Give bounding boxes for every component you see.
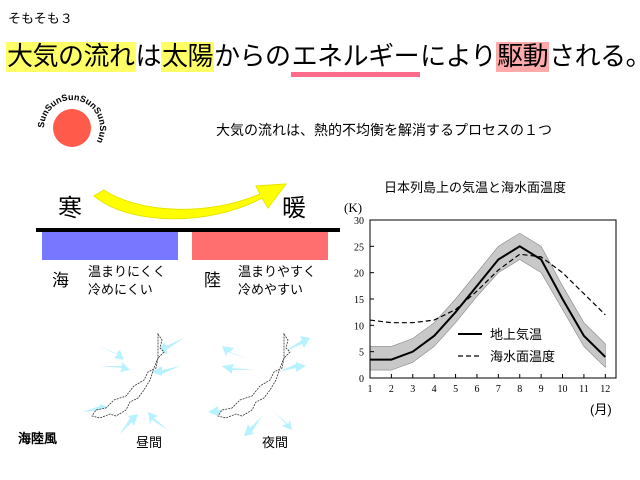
sea-desc-line1: 温まりにくく (88, 265, 166, 280)
x-tick-label: 1 (368, 384, 373, 395)
subtitle: 大気の流れは、熱的不均衡を解消するプロセスの１つ (216, 123, 552, 139)
title-part: により (420, 42, 497, 72)
x-tick-label: 10 (558, 384, 568, 395)
surface-line (36, 228, 340, 232)
map-day-sea-breeze (82, 332, 184, 434)
band-area (369, 232, 606, 371)
title-part-underlined: エネルギー (290, 42, 421, 77)
sea-bar (42, 232, 178, 260)
x-tick-label: 4 (432, 384, 437, 395)
x-tick-label: 12 (600, 384, 610, 395)
sea-label: 海 (52, 271, 69, 291)
y-axis-label: (K) (344, 200, 362, 215)
sun-icon: SunSunSunSunSunSun (36, 92, 108, 147)
x-tick-label: 2 (389, 384, 394, 395)
y-tick-label: 10 (354, 321, 364, 332)
x-axis-label: (月) (590, 402, 612, 417)
land-label: 陸 (204, 271, 221, 291)
title-part: される。 (549, 42, 640, 72)
warm-label: 暖 (282, 194, 306, 222)
map-night-land-breeze (208, 332, 310, 436)
airflow-arrow-icon (93, 183, 288, 220)
series-line-2 (369, 253, 606, 324)
series-line-1 (370, 245, 607, 361)
japan-outline (217, 332, 291, 419)
y-tick-label: 0 (359, 374, 364, 385)
wind-arrows-night (208, 336, 310, 436)
x-tick-label: 7 (496, 384, 501, 395)
x-tick-label: 11 (579, 384, 589, 395)
x-tick-label: 3 (410, 384, 415, 395)
x-tick-label: 8 (517, 384, 522, 395)
sea-land-breeze-caption: 海陸風 (18, 432, 58, 447)
wind-arrows-day (82, 338, 184, 434)
legend-label: 地上気温 (490, 327, 542, 343)
title-part: からの (214, 42, 291, 72)
air-temp-uncertainty-band (369, 232, 606, 371)
x-tick-label: 6 (474, 384, 479, 395)
land-bar (192, 232, 328, 260)
y-tick-label: 5 (359, 348, 364, 359)
title-part-highlight-yellow: 太陽 (161, 42, 215, 72)
slide-number: そもそも３ (8, 12, 73, 27)
chart-title: 日本列島上の気温と海水面温度 (384, 181, 567, 196)
cold-label: 寒 (58, 194, 82, 222)
sea-desc-line2: 冷めにくい (88, 283, 153, 298)
title-part-highlight-yellow: 大気の流れ (6, 42, 136, 72)
x-tick-label: 9 (539, 384, 544, 395)
y-tick-label: 30 (354, 216, 364, 227)
day-label: 昼間 (136, 436, 163, 451)
x-tick-label: 5 (453, 384, 458, 395)
y-tick-label: 25 (354, 242, 364, 253)
land-desc-line2: 冷めやすい (238, 283, 304, 298)
slide-title: 大気の流れは太陽からのエネルギーにより駆動される。 (6, 36, 640, 77)
japan-outline (91, 332, 165, 419)
y-tick-label: 15 (354, 295, 364, 306)
land-desc-line1: 温まりやすく (238, 265, 317, 280)
night-label: 夜間 (262, 436, 289, 451)
sun-disc (53, 109, 91, 147)
legend-label: 海水面温度 (490, 349, 555, 365)
title-part-highlight-pink: 駆動 (496, 42, 550, 72)
y-tick-label: 20 (354, 269, 364, 280)
title-part: は (135, 42, 162, 72)
